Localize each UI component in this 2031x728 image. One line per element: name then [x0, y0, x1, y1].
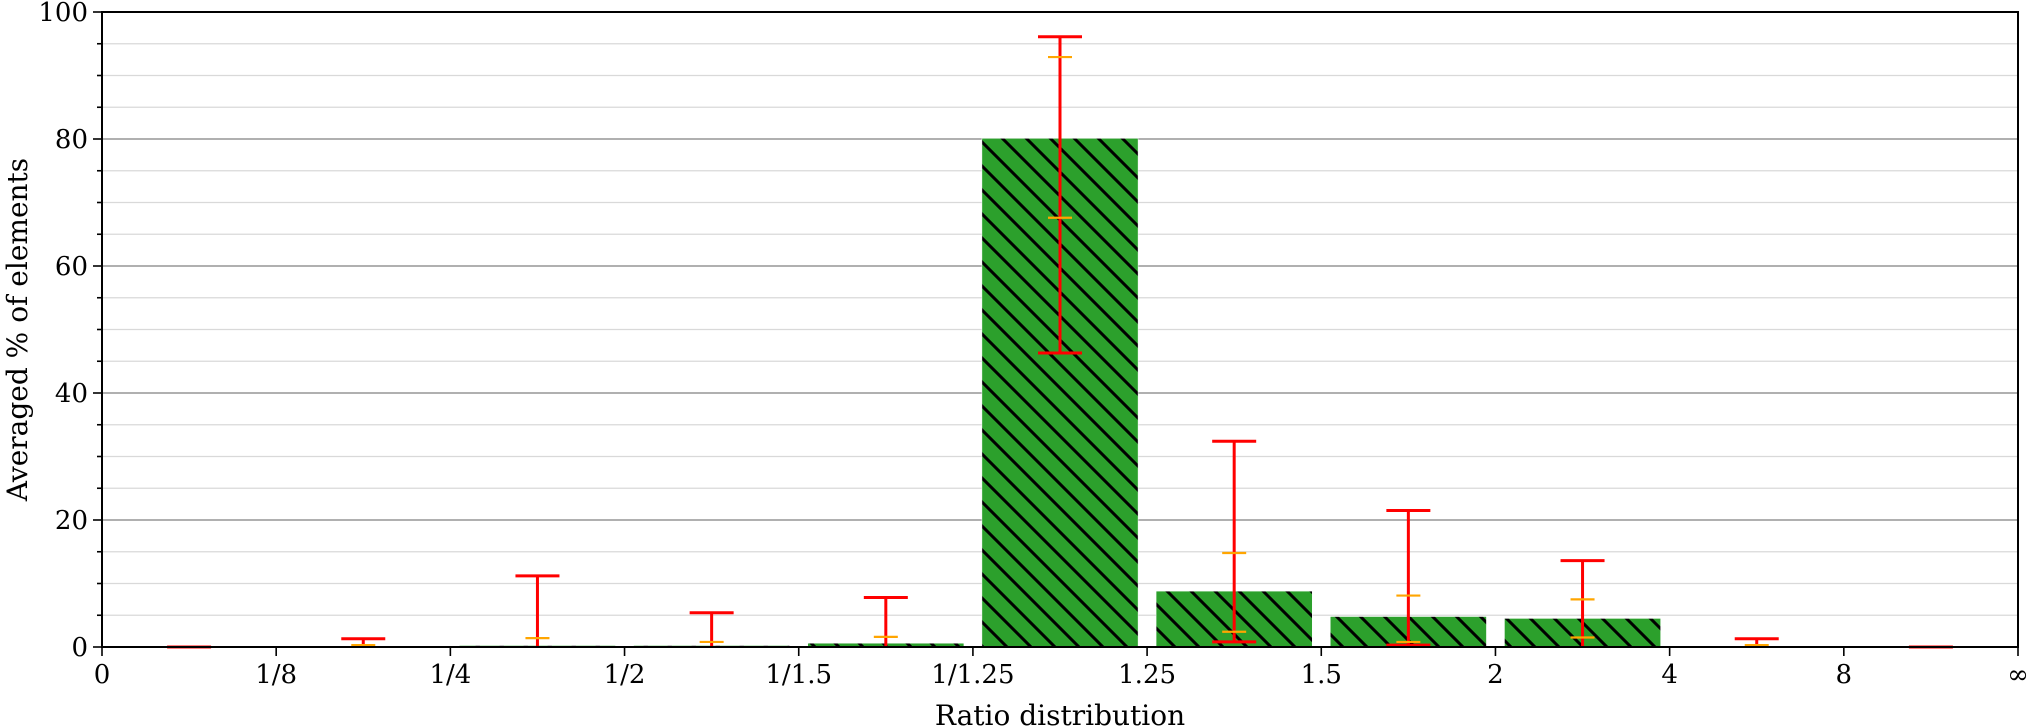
- x-tick-label: 1/1.5: [765, 660, 832, 690]
- x-tick-label: 1.5: [1301, 660, 1342, 690]
- x-tick-label: 1/2: [604, 660, 646, 690]
- x-tick-label: ∞: [2007, 660, 2029, 690]
- x-tick-label: 2: [1487, 660, 1504, 690]
- x-tick-label: 4: [1661, 660, 1678, 690]
- y-tick-label: 0: [71, 633, 88, 663]
- x-axis-title: Ratio distribution: [935, 699, 1185, 728]
- axis-ticks: 0 20 40 60 80 100 0 1/8 1/4 1/2 1/1.5 1/1.25 1.25 1.5…: [38, 0, 2028, 690]
- x-tick-label: 8: [1836, 660, 1853, 690]
- y-tick-label: 60: [55, 252, 88, 282]
- x-tick-label: 1/8: [255, 660, 297, 690]
- y-tick-label: 20: [55, 506, 88, 536]
- x-tick-label: 1.25: [1118, 660, 1176, 690]
- y-axis-title: Averaged % of elements: [1, 158, 34, 502]
- x-tick-label: 0: [94, 660, 111, 690]
- x-tick-label: 1/1.25: [931, 660, 1014, 690]
- y-tick-label: 100: [38, 0, 88, 28]
- x-tick-label: 1/4: [429, 660, 471, 690]
- y-tick-label: 80: [55, 125, 88, 155]
- y-tick-label: 40: [55, 379, 88, 409]
